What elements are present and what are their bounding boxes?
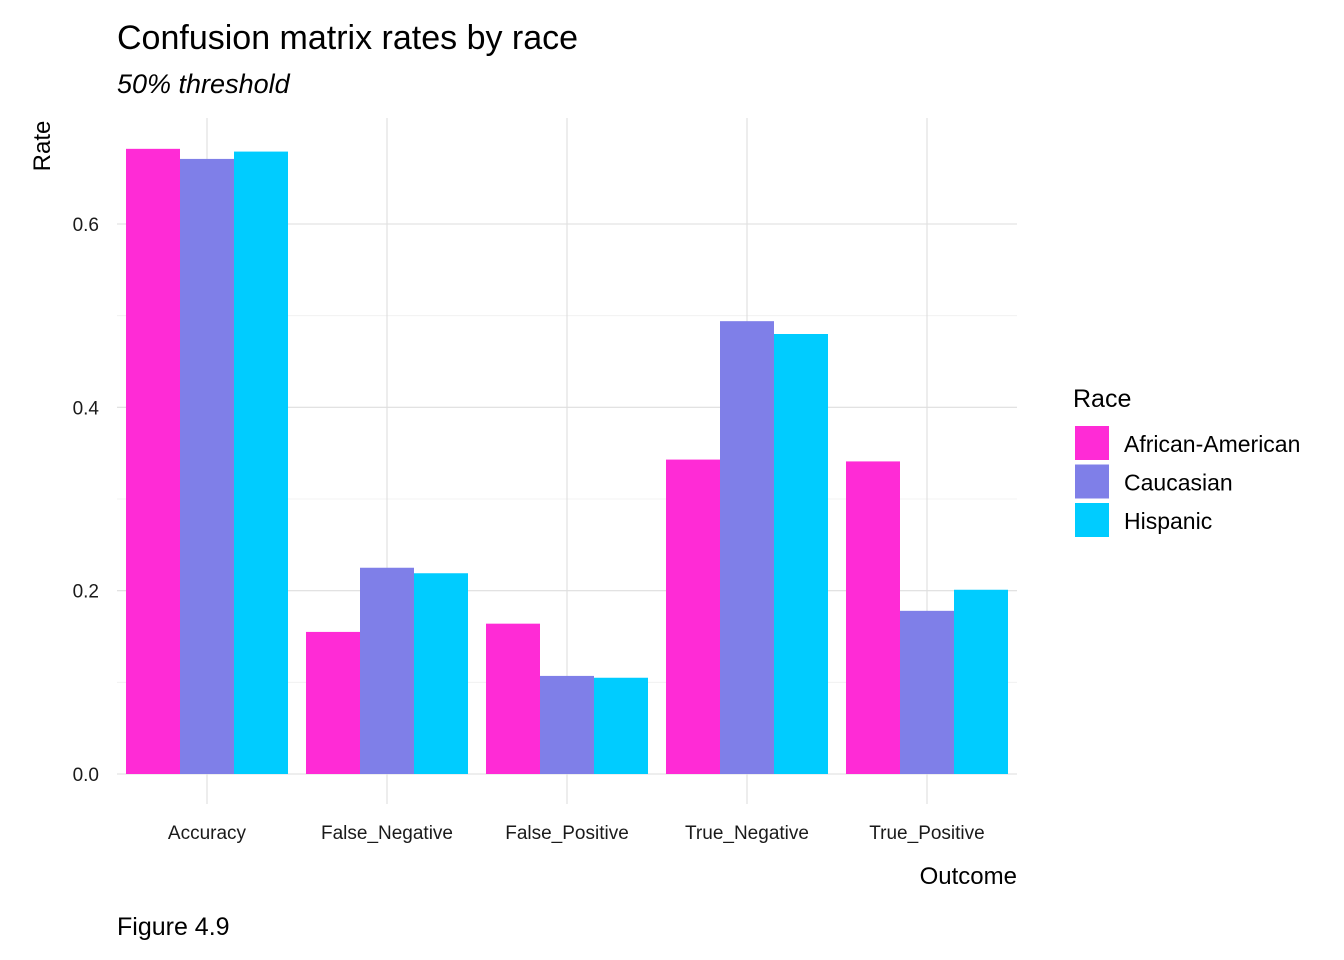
bar-accuracy-hispanic	[234, 151, 288, 775]
bar-false-negative-caucasian	[360, 567, 414, 774]
x-tick-label: Accuracy	[168, 823, 247, 844]
figure-caption: Figure 4.9	[117, 913, 230, 941]
y-tick-label: 0.0	[73, 765, 99, 786]
legend-key-hispanic	[1075, 503, 1109, 537]
legend: Race African-American Caucasian Hispanic	[1073, 385, 1300, 537]
bar-true-negative-african-american	[666, 459, 720, 774]
chart-title: Confusion matrix rates by race	[117, 19, 578, 57]
legend-label-african-american: African-American	[1124, 431, 1300, 457]
bar-false-positive-african-american	[486, 623, 540, 774]
legend-title: Race	[1073, 385, 1131, 413]
x-tick-label: True_Positive	[869, 823, 984, 844]
legend-key-caucasian	[1075, 464, 1109, 499]
x-axis-title: Outcome	[920, 863, 1017, 890]
bar-false-positive-hispanic	[594, 677, 648, 774]
bar-true-negative-hispanic	[774, 334, 828, 774]
y-axis-title: Rate	[29, 121, 56, 172]
bar-accuracy-african-american	[126, 148, 180, 775]
chart-subtitle: 50% threshold	[117, 69, 291, 99]
x-tick-label: False_Positive	[505, 823, 629, 844]
legend-label-hispanic: Hispanic	[1124, 508, 1212, 534]
bar-accuracy-caucasian	[180, 158, 234, 774]
y-tick-label: 0.6	[73, 215, 99, 236]
bar-false-negative-african-american	[306, 631, 360, 774]
bar-true-positive-caucasian	[900, 610, 954, 774]
y-tick-label: 0.4	[73, 398, 100, 419]
y-axis-ticks: 0.0 0.2 0.4 0.6	[73, 215, 100, 786]
legend-key-african-american	[1075, 426, 1109, 460]
bar-true-positive-african-american	[846, 461, 900, 774]
bar-true-negative-caucasian	[720, 321, 774, 774]
x-axis-ticks: Accuracy False_Negative False_Positive True…	[168, 823, 985, 844]
bar-false-negative-hispanic	[414, 573, 468, 774]
x-tick-label: False_Negative	[321, 823, 453, 844]
x-tick-label: True_Negative	[685, 823, 809, 844]
legend-label-caucasian: Caucasian	[1124, 470, 1233, 496]
bar-true-positive-hispanic	[954, 589, 1008, 774]
bar-false-positive-caucasian	[540, 675, 594, 774]
bars	[126, 148, 1008, 775]
y-tick-label: 0.2	[73, 582, 99, 603]
